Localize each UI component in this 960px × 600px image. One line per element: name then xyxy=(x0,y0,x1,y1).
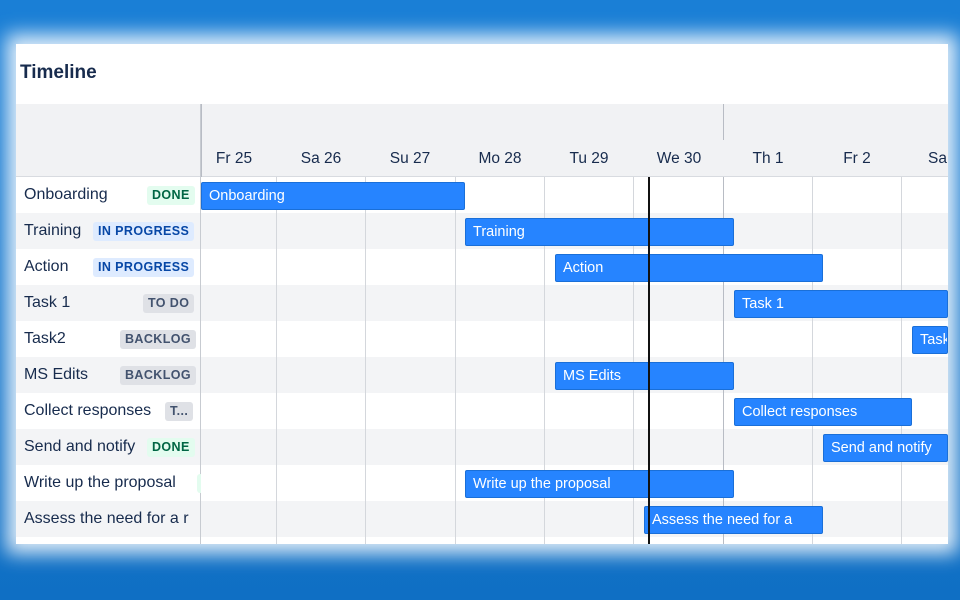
issue-name: Task2 xyxy=(24,330,66,347)
timeline-grid: Fr 25 Sa 26 Su 27 Mo 28 Tu 29 We 30 Th 1… xyxy=(16,104,948,544)
day-gridline xyxy=(455,177,456,544)
issue-name: Collect responses xyxy=(24,402,152,419)
day-label: We 30 xyxy=(656,150,702,167)
timeline-bar[interactable]: Task xyxy=(912,326,948,354)
issue-name: Onboarding xyxy=(24,186,108,203)
timeline-bar[interactable]: Collect responses xyxy=(734,398,912,426)
status-badge[interactable]: IN PROGRESS xyxy=(93,222,195,241)
status-badge[interactable] xyxy=(197,474,201,493)
issue-name: MS Edits xyxy=(24,366,89,383)
list-item[interactable]: Task2 BACKLOG xyxy=(16,321,201,357)
day-label: Th 1 xyxy=(752,150,784,167)
header-left-divider xyxy=(201,104,202,177)
list-item[interactable]: Training IN PROGRESS xyxy=(16,213,201,249)
day-gridline xyxy=(812,177,813,544)
status-badge[interactable]: BACKLOG xyxy=(120,366,196,385)
timeline-bar[interactable]: Task 1 xyxy=(734,290,948,318)
list-item[interactable]: Action IN PROGRESS xyxy=(16,249,201,285)
today-marker xyxy=(648,177,650,544)
day-label: Tu 29 xyxy=(569,150,609,167)
list-item[interactable]: Onboarding DONE xyxy=(16,177,201,213)
day-gridline xyxy=(723,177,724,544)
issue-name: Assess the need for a r xyxy=(24,510,189,527)
timeline-bar[interactable]: MS Edits xyxy=(555,362,734,390)
status-badge[interactable]: IN PROGRESS xyxy=(93,258,195,277)
status-badge[interactable]: DONE xyxy=(147,438,195,457)
timeline-bar[interactable]: Write up the proposal xyxy=(465,470,734,498)
list-item[interactable]: Task 1 TO DO xyxy=(16,285,201,321)
status-badge[interactable]: T... xyxy=(165,402,194,421)
timeline-header: Fr 25 Sa 26 Su 27 Mo 28 Tu 29 We 30 Th 1… xyxy=(16,104,948,177)
status-badge[interactable]: DONE xyxy=(147,186,195,205)
day-gridline xyxy=(544,177,545,544)
month-divider xyxy=(723,104,724,140)
issue-name: Write up the proposal xyxy=(24,474,176,491)
timeline-bar[interactable]: Send and notify xyxy=(823,434,948,462)
timeline-bar[interactable]: Onboarding xyxy=(201,182,465,210)
list-item[interactable]: Collect responses T... xyxy=(16,393,201,429)
page-title: Timeline xyxy=(20,62,97,83)
list-item[interactable]: MS Edits BACKLOG xyxy=(16,357,201,393)
day-label: Sa xyxy=(928,150,947,167)
issue-list xyxy=(16,104,201,544)
day-label: Fr 2 xyxy=(843,150,871,167)
list-item[interactable]: Write up the proposal xyxy=(16,465,201,501)
status-badge[interactable]: BACKLOG xyxy=(120,330,196,349)
timeline-bar[interactable]: Action xyxy=(555,254,823,282)
day-gridline xyxy=(276,177,277,544)
list-item[interactable]: Send and notify DONE xyxy=(16,429,201,465)
issue-name: Training xyxy=(24,222,82,239)
issue-name: Task 1 xyxy=(24,294,71,311)
day-label: Su 27 xyxy=(389,150,431,167)
list-item[interactable]: Assess the need for a r xyxy=(16,501,201,537)
issue-name: Send and notify xyxy=(24,438,136,455)
timeline-bar[interactable]: Training xyxy=(465,218,734,246)
issue-name: Action xyxy=(24,258,69,275)
timeline-bar[interactable]: Assess the need for a xyxy=(644,506,823,534)
day-label: Mo 28 xyxy=(478,150,522,167)
day-gridline xyxy=(365,177,366,544)
timeline-window: Timeline Fr 25 Sa 26 Su 27 Mo 28 Tu 29 W… xyxy=(16,44,948,544)
day-label: Fr 25 xyxy=(215,150,253,167)
status-badge[interactable]: TO DO xyxy=(143,294,195,313)
day-gridline xyxy=(901,177,902,544)
day-gridline xyxy=(633,177,634,544)
day-label: Sa 26 xyxy=(300,150,342,167)
